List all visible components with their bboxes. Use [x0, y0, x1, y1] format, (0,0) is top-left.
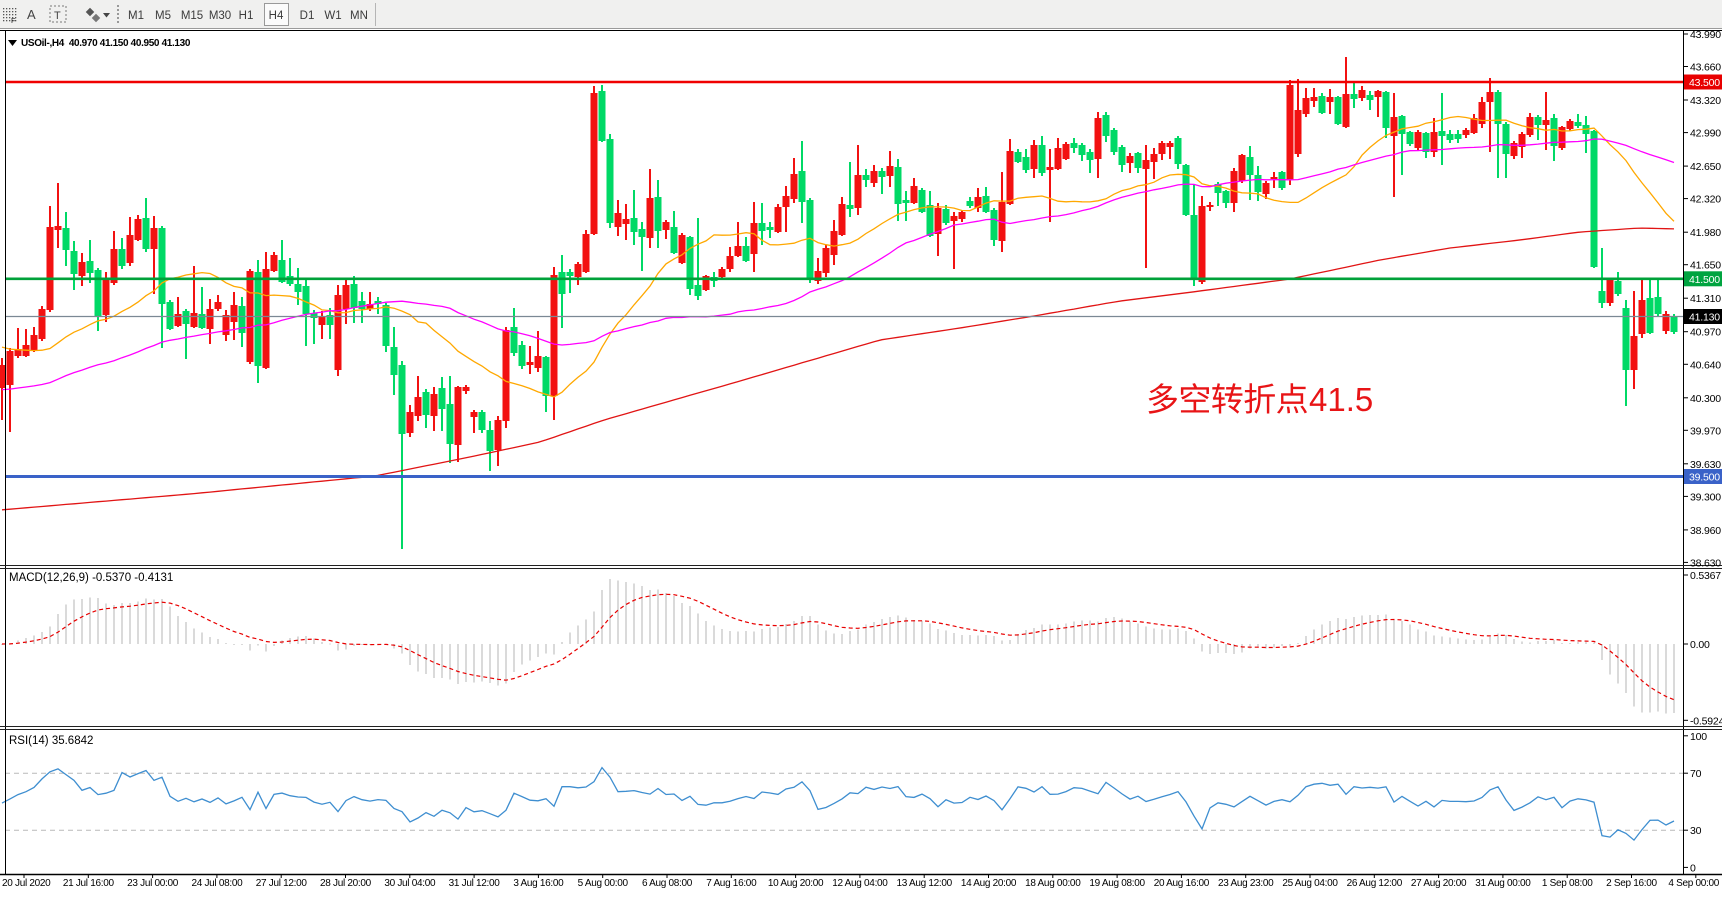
svg-text:H4: H4 [269, 10, 284, 22]
svg-text:42.320: 42.320 [1690, 194, 1721, 206]
svg-text:41.650: 41.650 [1690, 260, 1721, 272]
svg-text:2 Sep 16:00: 2 Sep 16:00 [1606, 878, 1657, 889]
svg-text:41.500: 41.500 [1689, 274, 1720, 286]
svg-text:39.970: 39.970 [1690, 425, 1721, 437]
svg-text:38.630: 38.630 [1690, 557, 1721, 569]
svg-text:19 Aug 08:00: 19 Aug 08:00 [1089, 878, 1145, 889]
svg-text:W1: W1 [324, 10, 341, 22]
svg-text:42.650: 42.650 [1690, 161, 1721, 173]
svg-text:0.00: 0.00 [1690, 639, 1710, 651]
svg-text:H1: H1 [239, 10, 254, 22]
svg-text:14 Aug 20:00: 14 Aug 20:00 [961, 878, 1017, 889]
svg-text:24 Jul 08:00: 24 Jul 08:00 [191, 878, 243, 889]
svg-text:MN: MN [350, 10, 368, 22]
svg-text:39.630: 39.630 [1690, 459, 1721, 471]
svg-text:39.300: 39.300 [1690, 491, 1721, 503]
svg-text:5 Aug 00:00: 5 Aug 00:00 [578, 878, 629, 889]
svg-text:30 Jul 04:00: 30 Jul 04:00 [384, 878, 436, 889]
svg-text:39.500: 39.500 [1689, 472, 1720, 484]
svg-text:18 Aug 00:00: 18 Aug 00:00 [1025, 878, 1081, 889]
svg-text:0: 0 [1690, 862, 1696, 874]
svg-text:MACD(12,26,9) -0.5370 -0.4131: MACD(12,26,9) -0.5370 -0.4131 [9, 572, 173, 584]
svg-text:F: F [11, 16, 16, 25]
svg-text:41.130: 41.130 [1689, 312, 1720, 324]
svg-text:M15: M15 [181, 10, 203, 22]
svg-text:43.660: 43.660 [1690, 62, 1721, 74]
svg-text:40.970: 40.970 [1690, 327, 1721, 339]
svg-text:10 Aug 20:00: 10 Aug 20:00 [768, 878, 824, 889]
svg-text:20 Jul 2020: 20 Jul 2020 [2, 878, 51, 889]
svg-text:26 Aug 12:00: 26 Aug 12:00 [1347, 878, 1403, 889]
svg-text:27 Aug 20:00: 27 Aug 20:00 [1411, 878, 1467, 889]
svg-text:41.980: 41.980 [1690, 227, 1721, 239]
svg-text:31 Jul 12:00: 31 Jul 12:00 [449, 878, 501, 889]
svg-text:43.320: 43.320 [1690, 95, 1721, 107]
svg-text:A: A [27, 7, 36, 22]
svg-text:43.990: 43.990 [1690, 29, 1721, 41]
svg-text:100: 100 [1690, 731, 1707, 743]
svg-text:30: 30 [1690, 825, 1702, 837]
svg-text:4 Sep 00:00: 4 Sep 00:00 [1668, 878, 1719, 889]
svg-text:23 Jul 00:00: 23 Jul 00:00 [127, 878, 179, 889]
svg-text:31 Aug 00:00: 31 Aug 00:00 [1475, 878, 1531, 889]
svg-text:25 Aug 04:00: 25 Aug 04:00 [1282, 878, 1338, 889]
svg-text:3 Aug 16:00: 3 Aug 16:00 [513, 878, 564, 889]
svg-text:41.310: 41.310 [1690, 293, 1721, 305]
svg-text:20 Aug 16:00: 20 Aug 16:00 [1154, 878, 1210, 889]
svg-text:43.500: 43.500 [1689, 77, 1720, 89]
svg-text:27 Jul 12:00: 27 Jul 12:00 [256, 878, 308, 889]
svg-text:1 Sep 08:00: 1 Sep 08:00 [1542, 878, 1593, 889]
svg-text:40.640: 40.640 [1690, 359, 1721, 371]
svg-text:-0.5924: -0.5924 [1690, 715, 1722, 727]
svg-text:D1: D1 [300, 10, 315, 22]
svg-text:12 Aug 04:00: 12 Aug 04:00 [832, 878, 888, 889]
svg-text:M30: M30 [209, 10, 231, 22]
svg-text:7 Aug 16:00: 7 Aug 16:00 [706, 878, 757, 889]
svg-text:28 Jul 20:00: 28 Jul 20:00 [320, 878, 372, 889]
svg-text:RSI(14) 35.6842: RSI(14) 35.6842 [9, 735, 93, 747]
svg-text:M5: M5 [155, 10, 171, 22]
svg-text:13 Aug 12:00: 13 Aug 12:00 [897, 878, 953, 889]
svg-text:M1: M1 [128, 10, 144, 22]
svg-text:41.5: 41.5 [1309, 381, 1373, 418]
svg-text:0.5367: 0.5367 [1690, 570, 1721, 582]
svg-text:21 Jul 16:00: 21 Jul 16:00 [63, 878, 115, 889]
svg-text:70: 70 [1690, 768, 1702, 780]
svg-text:42.990: 42.990 [1690, 128, 1721, 140]
svg-text:40.300: 40.300 [1690, 393, 1721, 405]
svg-text:T: T [54, 10, 61, 22]
svg-text:6 Aug 08:00: 6 Aug 08:00 [642, 878, 693, 889]
svg-text:23 Aug 23:00: 23 Aug 23:00 [1218, 878, 1274, 889]
svg-text:USOil-,H4 40.970 41.150 40.95: USOil-,H4 40.970 41.150 40.950 41.130 [21, 38, 191, 49]
svg-text:38.960: 38.960 [1690, 525, 1721, 537]
